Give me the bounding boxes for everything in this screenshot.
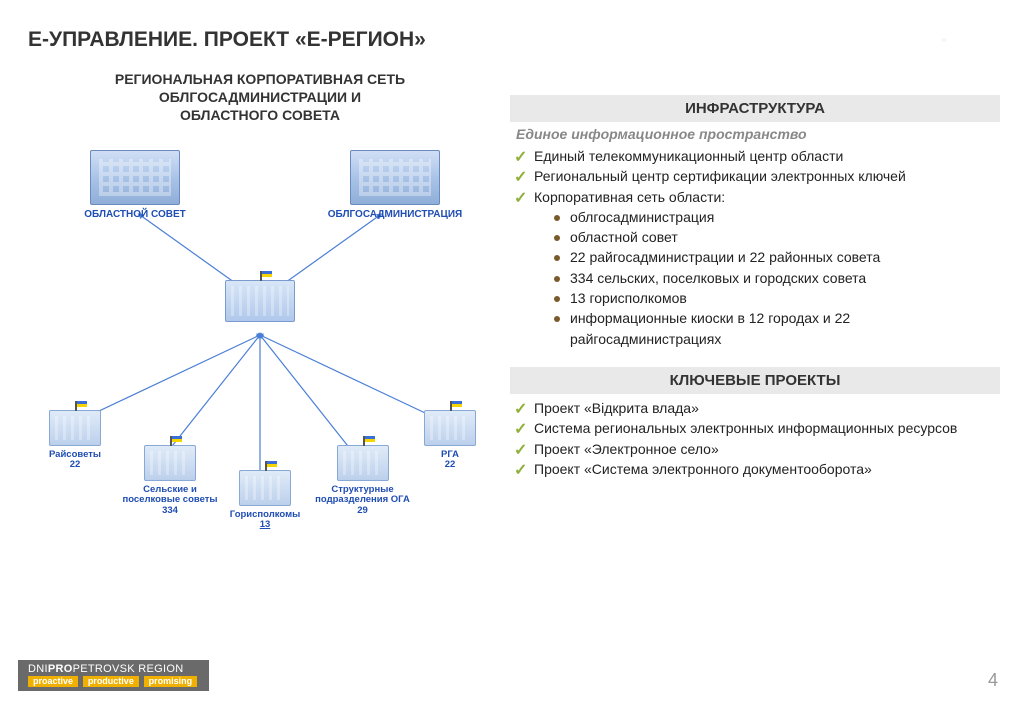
node-label-l2: 22 (415, 460, 485, 471)
page-number: 4 (988, 670, 998, 691)
node-label-l3: 29 (305, 506, 420, 517)
node-struct: Структурные подразделения ОГА 29 (305, 445, 420, 518)
diagram-title-l1: РЕГИОНАЛЬНАЯ КОРПОРАТИВНАЯ СЕТЬ (20, 70, 500, 88)
infra-sub-item: 334 сельских, поселковых и городских сов… (554, 268, 1000, 288)
node-label-l2: 13 (220, 520, 310, 531)
key-item: Проект «Электронное село» (512, 439, 1000, 459)
brand-tag: proactive (28, 676, 78, 687)
building-icon (90, 150, 180, 205)
node-label-l3: 334 (115, 506, 225, 517)
page-title: Е-УПРАВЛЕНИЕ. ПРОЕКТ «Е-РЕГИОН» (28, 28, 426, 52)
diagram-panel: РЕГИОНАЛЬНАЯ КОРПОРАТИВНАЯ СЕТЬ ОБЛГОСАД… (20, 70, 500, 575)
node-oblgos: ОБЛГОСАДМИНИСТРАЦИЯ (320, 150, 470, 221)
brand-tag: productive (83, 676, 139, 687)
brand-bold: PRO (48, 663, 73, 675)
infra-item: Корпоративная сеть области: (512, 187, 1000, 207)
building-icon (239, 470, 291, 506)
infra-item: Единый телекоммуникационный центр област… (512, 146, 1000, 166)
infra-sub-item: 22 райгосадминистрации и 22 районных сов… (554, 247, 1000, 267)
brand-tags: proactive productive promising (28, 676, 199, 688)
infra-sub-item: информационные киоски в 12 городах и 22 … (554, 308, 1000, 349)
building-icon (350, 150, 440, 205)
brand-part: PETROVSK REGION (73, 663, 184, 675)
key-item: Система региональных электронных информа… (512, 418, 1000, 438)
node-oblsovet: ОБЛАСТНОЙ СОВЕТ (70, 150, 200, 221)
key-item: Проект «Відкрита влада» (512, 398, 1000, 418)
key-item: Проект «Система электронного документооб… (512, 459, 1000, 479)
infra-subtitle: Единое информационное пространство (510, 126, 1000, 142)
keyprojects-block: КЛЮЧЕВЫЕ ПРОЕКТЫ Проект «Відкрита влада»… (510, 367, 1000, 479)
infra-item: Региональный центр сертификации электрон… (512, 166, 1000, 186)
network-diagram: ОБЛАСТНОЙ СОВЕТ ОБЛГОСАДМИНИСТРАЦИЯ Райс… (20, 145, 500, 575)
node-raisovety: Райсоветы 22 (35, 410, 115, 472)
node-gorispolkomy: Горисполкомы 13 (220, 470, 310, 532)
brand-tag: promising (144, 676, 198, 687)
infra-sub-item: 13 горисполкомов (554, 288, 1000, 308)
infra-sublist: облгосадминистрация областной совет 22 р… (510, 207, 1000, 349)
building-icon (424, 410, 476, 446)
key-header: КЛЮЧЕВЫЕ ПРОЕКТЫ (510, 367, 1000, 394)
key-list: Проект «Відкрита влада» Система регионал… (510, 398, 1000, 479)
node-center (195, 280, 325, 326)
node-rga: РГА 22 (415, 410, 485, 472)
diagram-title: РЕГИОНАЛЬНАЯ КОРПОРАТИВНАЯ СЕТЬ ОБЛГОСАД… (20, 70, 500, 125)
footer-brand: DNIPROPETROVSK REGION proactive producti… (18, 660, 209, 691)
node-label: ОБЛГОСАДМИНИСТРАЦИЯ (320, 209, 470, 221)
diagram-title-l2: ОБЛГОСАДМИНИСТРАЦИИ И (20, 88, 500, 106)
node-label-l2: 22 (35, 460, 115, 471)
brand-line: DNIPROPETROVSK REGION (28, 663, 199, 676)
building-icon (49, 410, 101, 446)
building-icon (144, 445, 196, 481)
diagram-title-l3: ОБЛАСТНОГО СОВЕТА (20, 106, 500, 124)
building-icon (337, 445, 389, 481)
infra-list: Единый телекоммуникационный центр област… (510, 146, 1000, 207)
node-selsovety: Сельские и поселковые советы 334 (115, 445, 225, 518)
infra-sub-item: облгосадминистрация (554, 207, 1000, 227)
infra-header: ИНФРАСТРУКТУРА (510, 95, 1000, 122)
node-label: ОБЛАСТНОЙ СОВЕТ (70, 209, 200, 221)
building-icon (225, 280, 295, 322)
right-panel: ИНФРАСТРУКТУРА Единое информационное про… (510, 95, 1000, 479)
infra-sub-item: областной совет (554, 227, 1000, 247)
brand-part: DNI (28, 663, 48, 675)
